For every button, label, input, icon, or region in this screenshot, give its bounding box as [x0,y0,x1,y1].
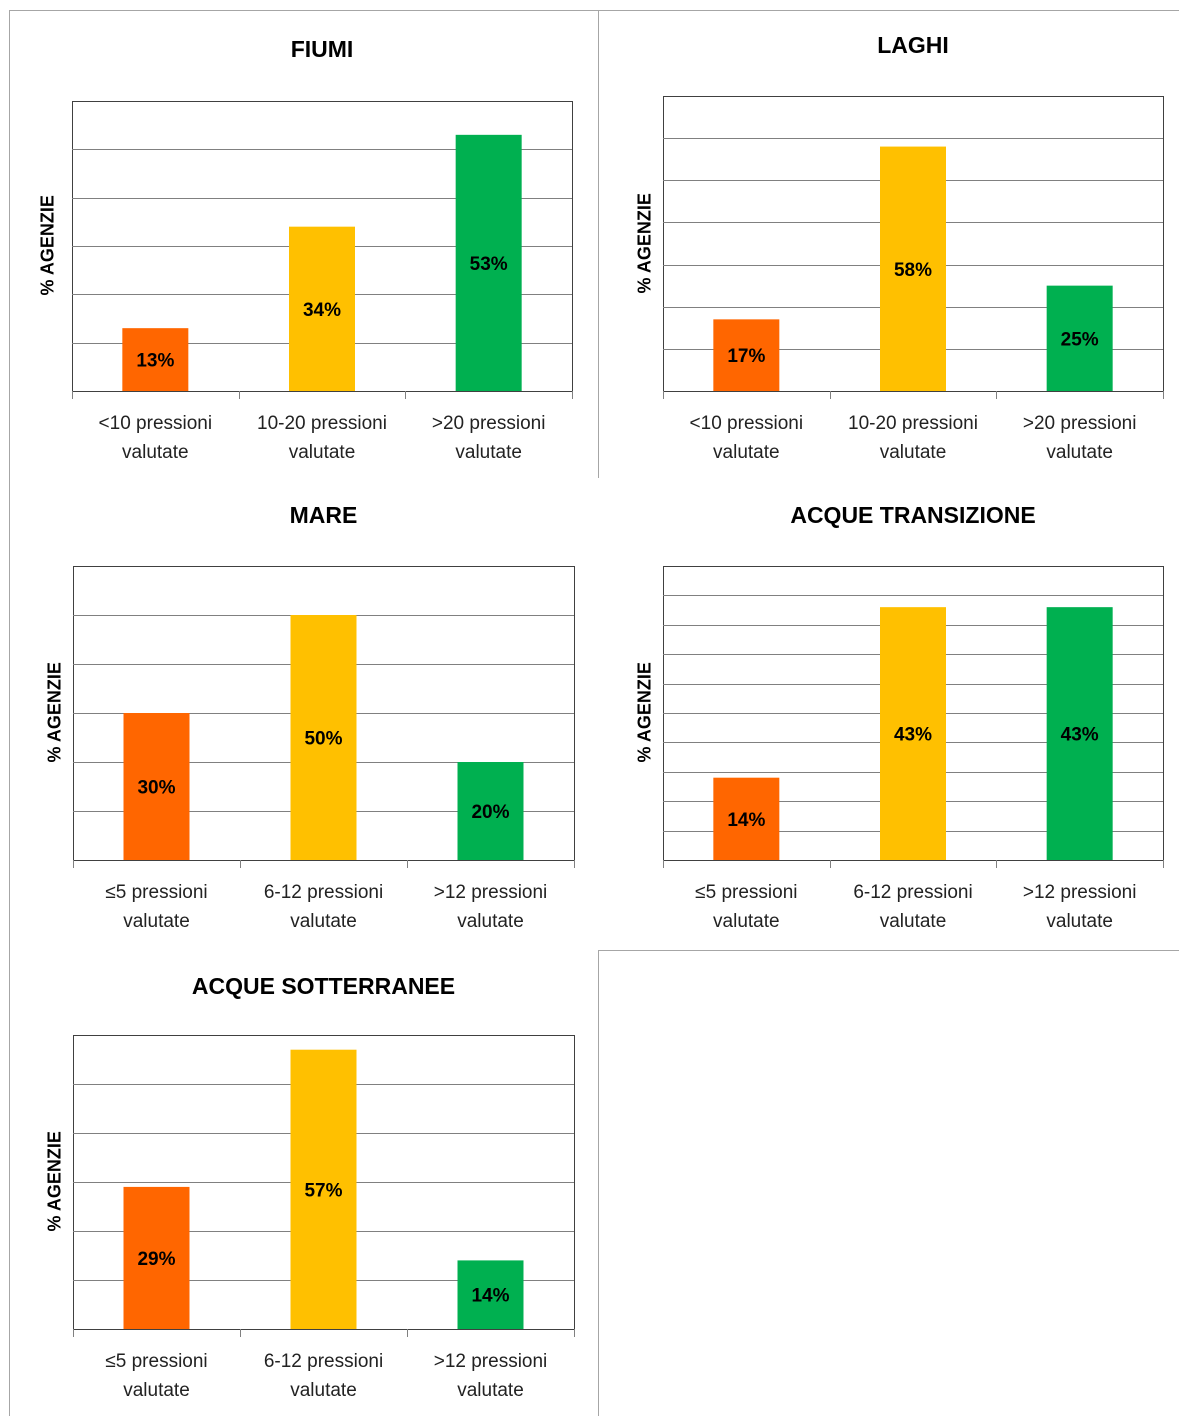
y-axis-label: % AGENZIE [634,192,655,293]
chart-title: LAGHI [877,32,949,58]
plot-border [663,96,1164,392]
x-tick-label: >20 pressioni [1023,413,1137,434]
data-label: 43% [894,725,932,746]
panel-frame-left [9,10,10,1416]
panel-frame-top [9,10,1179,11]
bar [290,1049,357,1329]
data-label: 20% [471,802,509,823]
x-tick-label: ≤5 pressioni [105,1351,207,1372]
x-tick-label: 10-20 pressioni [848,413,978,434]
x-tick-label: valutate [1046,442,1113,463]
x-tick-label: valutate [457,1380,524,1401]
data-label: 13% [136,351,174,372]
x-tick-label: 6-12 pressioni [264,882,383,903]
bar [122,328,189,391]
x-tick-label: valutate [880,911,947,932]
x-tick-label: ≤5 pressioni [695,882,797,903]
x-tick-label: 6-12 pressioni [264,1351,383,1372]
y-axis-label: % AGENZIE [634,662,655,763]
plot-border [73,566,575,861]
data-label: 57% [304,1180,342,1201]
x-tick-label: 6-12 pressioni [853,882,972,903]
x-tick-label: valutate [713,911,780,932]
plot-border [72,101,573,392]
data-label: 53% [470,254,508,275]
bar [713,319,780,391]
data-label: 17% [727,346,765,367]
data-label: 14% [727,810,765,831]
x-tick-label: >12 pressioni [434,882,548,903]
data-label: 25% [1061,329,1099,350]
chart-title: MARE [289,502,358,528]
bar [1046,285,1113,391]
x-tick-label: valutate [455,442,522,463]
y-axis-label: % AGENZIE [37,195,58,296]
bar [713,777,780,860]
x-tick-label: valutate [122,442,189,463]
x-tick-label: ≤5 pressioni [105,882,207,903]
data-label: 34% [303,300,341,321]
bar [880,607,946,860]
plot-border [73,1035,575,1330]
x-tick-label: <10 pressioni [99,413,213,434]
x-tick-label: valutate [290,911,357,932]
bar [123,1186,190,1329]
bar [289,226,355,391]
data-label: 58% [894,260,932,281]
panel-frame-divider-vertical-lower [598,950,599,1416]
data-label: 30% [137,778,175,799]
x-tick-label: >20 pressioni [432,413,546,434]
bar [457,1260,524,1329]
x-tick-label: valutate [123,1380,190,1401]
x-tick-label: >12 pressioni [1023,882,1137,903]
bar [457,762,524,860]
x-tick-label: <10 pressioni [690,413,804,434]
x-tick-label: valutate [713,442,780,463]
x-tick-label: valutate [123,911,190,932]
chart-title: FIUMI [290,36,354,62]
x-tick-label: 10-20 pressioni [257,413,387,434]
chart-title: ACQUE SOTTERRANEE [191,973,456,999]
bar [455,134,522,392]
x-tick-label: >12 pressioni [434,1351,548,1372]
bar [123,713,190,860]
x-tick-label: valutate [290,1380,357,1401]
x-tick-label: valutate [289,442,356,463]
data-label: 29% [137,1249,175,1270]
y-axis-label: % AGENZIE [44,1131,65,1232]
y-axis-label: % AGENZIE [44,662,65,763]
panel-frame-divider-vertical [598,10,599,478]
data-label: 50% [304,729,342,750]
bar [880,146,946,391]
x-tick-label: valutate [1046,911,1113,932]
data-label: 14% [471,1286,509,1307]
bar [290,615,357,860]
chart-title: ACQUE TRANSIZIONE [790,502,1036,528]
plot-border [663,566,1164,861]
panel-frame-divider-horizontal [598,950,1179,951]
x-tick-label: valutate [457,911,524,932]
x-tick-label: valutate [880,442,947,463]
data-label: 43% [1061,725,1099,746]
bar [1046,607,1113,860]
